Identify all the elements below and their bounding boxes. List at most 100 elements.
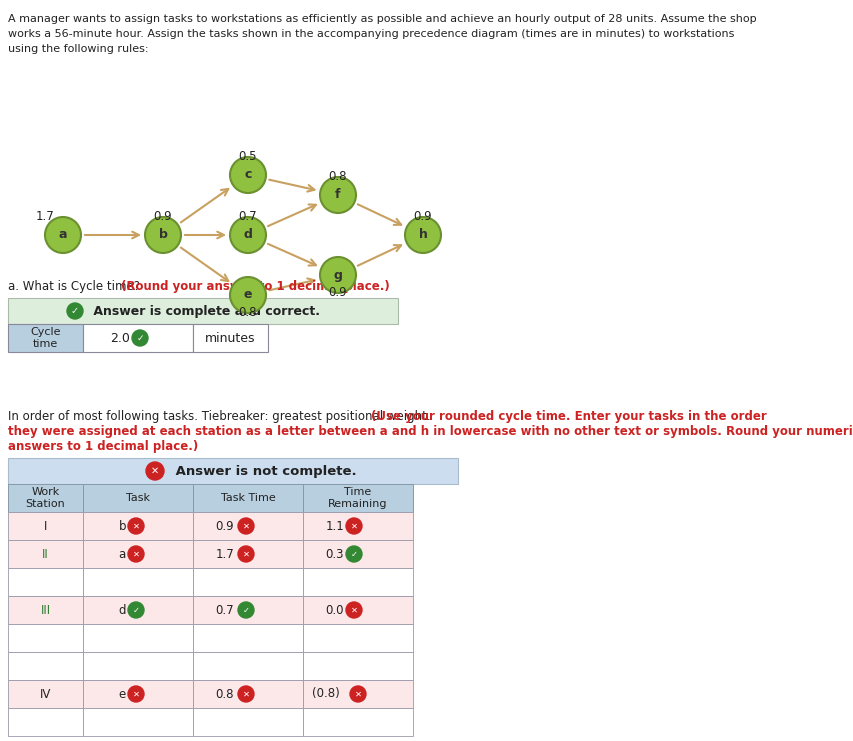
- Text: Answer is not complete.: Answer is not complete.: [171, 465, 357, 477]
- FancyBboxPatch shape: [193, 652, 303, 680]
- Text: III: III: [40, 603, 50, 617]
- Text: 0.9: 0.9: [413, 210, 432, 224]
- Text: 1.7: 1.7: [215, 548, 234, 560]
- Text: 0.0: 0.0: [325, 603, 344, 617]
- Text: using the following rules:: using the following rules:: [8, 44, 148, 54]
- Circle shape: [146, 462, 164, 480]
- Text: 0.7: 0.7: [238, 210, 257, 224]
- Circle shape: [229, 277, 265, 313]
- Text: 0.7: 0.7: [215, 603, 234, 617]
- Text: (Use your rounded cycle time. Enter your tasks in the order: (Use your rounded cycle time. Enter your…: [370, 410, 765, 423]
- FancyBboxPatch shape: [83, 680, 193, 708]
- Text: ✕: ✕: [242, 550, 249, 559]
- Circle shape: [145, 217, 181, 253]
- Text: Task Time: Task Time: [220, 493, 275, 503]
- Text: (Round your answer to 1 decimal place.): (Round your answer to 1 decimal place.): [120, 280, 389, 293]
- Circle shape: [128, 686, 144, 702]
- Text: I: I: [44, 519, 47, 533]
- Text: d: d: [119, 603, 126, 617]
- FancyBboxPatch shape: [8, 568, 83, 596]
- Text: e: e: [243, 288, 252, 302]
- FancyBboxPatch shape: [8, 540, 83, 568]
- Circle shape: [229, 217, 265, 253]
- Text: 0.5: 0.5: [239, 150, 257, 164]
- FancyBboxPatch shape: [193, 324, 268, 352]
- Text: a. What is Cycle time?: a. What is Cycle time?: [8, 280, 143, 293]
- FancyBboxPatch shape: [8, 298, 397, 324]
- FancyBboxPatch shape: [193, 484, 303, 512]
- Text: f: f: [335, 188, 340, 202]
- FancyBboxPatch shape: [303, 708, 413, 736]
- Text: 2.0: 2.0: [110, 331, 130, 345]
- Text: b: b: [119, 519, 126, 533]
- Text: e: e: [119, 688, 126, 700]
- Text: (0.8): (0.8): [312, 688, 339, 700]
- Text: ✕: ✕: [132, 522, 139, 531]
- Circle shape: [128, 602, 144, 618]
- Circle shape: [238, 602, 253, 618]
- Text: a: a: [59, 228, 67, 242]
- Text: ✕: ✕: [132, 550, 139, 559]
- Text: ✕: ✕: [151, 466, 159, 476]
- Text: IV: IV: [40, 688, 51, 700]
- Circle shape: [404, 217, 440, 253]
- Circle shape: [128, 518, 144, 534]
- Text: ✓: ✓: [242, 605, 249, 614]
- Circle shape: [238, 546, 253, 562]
- Text: 1.7: 1.7: [36, 210, 55, 224]
- Text: minutes: minutes: [205, 331, 255, 345]
- Text: 0.9: 0.9: [215, 519, 234, 533]
- Text: ✕: ✕: [350, 605, 357, 614]
- FancyBboxPatch shape: [303, 624, 413, 652]
- Circle shape: [128, 546, 144, 562]
- Text: A manager wants to assign tasks to workstations as efficiently as possible and a: A manager wants to assign tasks to works…: [8, 14, 756, 24]
- FancyBboxPatch shape: [83, 540, 193, 568]
- FancyBboxPatch shape: [193, 680, 303, 708]
- Text: ✕: ✕: [350, 522, 357, 531]
- FancyBboxPatch shape: [8, 324, 83, 352]
- FancyBboxPatch shape: [193, 596, 303, 624]
- FancyBboxPatch shape: [8, 708, 83, 736]
- Text: c: c: [244, 168, 252, 182]
- Text: Work
Station: Work Station: [26, 487, 66, 509]
- FancyBboxPatch shape: [83, 652, 193, 680]
- Text: a: a: [119, 548, 126, 560]
- Circle shape: [238, 686, 253, 702]
- Text: 0.9: 0.9: [328, 287, 347, 299]
- FancyBboxPatch shape: [303, 596, 413, 624]
- FancyBboxPatch shape: [8, 652, 83, 680]
- Text: Answer is complete and correct.: Answer is complete and correct.: [89, 305, 320, 317]
- Text: ✕: ✕: [242, 522, 249, 531]
- FancyBboxPatch shape: [83, 708, 193, 736]
- FancyBboxPatch shape: [193, 624, 303, 652]
- FancyBboxPatch shape: [8, 596, 83, 624]
- Circle shape: [320, 177, 356, 213]
- Circle shape: [320, 257, 356, 293]
- Text: b: b: [159, 228, 167, 242]
- FancyBboxPatch shape: [83, 512, 193, 540]
- Circle shape: [350, 686, 366, 702]
- Text: d: d: [243, 228, 252, 242]
- FancyBboxPatch shape: [8, 680, 83, 708]
- Circle shape: [345, 518, 362, 534]
- Text: 0.9: 0.9: [154, 210, 172, 224]
- Text: ✓: ✓: [71, 306, 79, 316]
- FancyBboxPatch shape: [83, 484, 193, 512]
- Text: 1.1: 1.1: [325, 519, 344, 533]
- Text: g: g: [334, 268, 342, 282]
- Text: 0.8: 0.8: [215, 688, 234, 700]
- Text: 0.8: 0.8: [328, 170, 347, 184]
- Text: ✕: ✕: [242, 689, 249, 699]
- Text: In order of most following tasks. Tiebreaker: greatest positional weight.: In order of most following tasks. Tiebre…: [8, 410, 434, 423]
- Text: ✓: ✓: [136, 333, 143, 342]
- Circle shape: [238, 518, 253, 534]
- FancyBboxPatch shape: [303, 484, 413, 512]
- Circle shape: [229, 157, 265, 193]
- Text: they were assigned at each station as a letter between a and h in lowercase with: they were assigned at each station as a …: [8, 425, 853, 438]
- Circle shape: [132, 330, 148, 346]
- Text: II: II: [42, 548, 49, 560]
- FancyBboxPatch shape: [83, 596, 193, 624]
- FancyBboxPatch shape: [83, 568, 193, 596]
- FancyBboxPatch shape: [303, 512, 413, 540]
- FancyBboxPatch shape: [193, 568, 303, 596]
